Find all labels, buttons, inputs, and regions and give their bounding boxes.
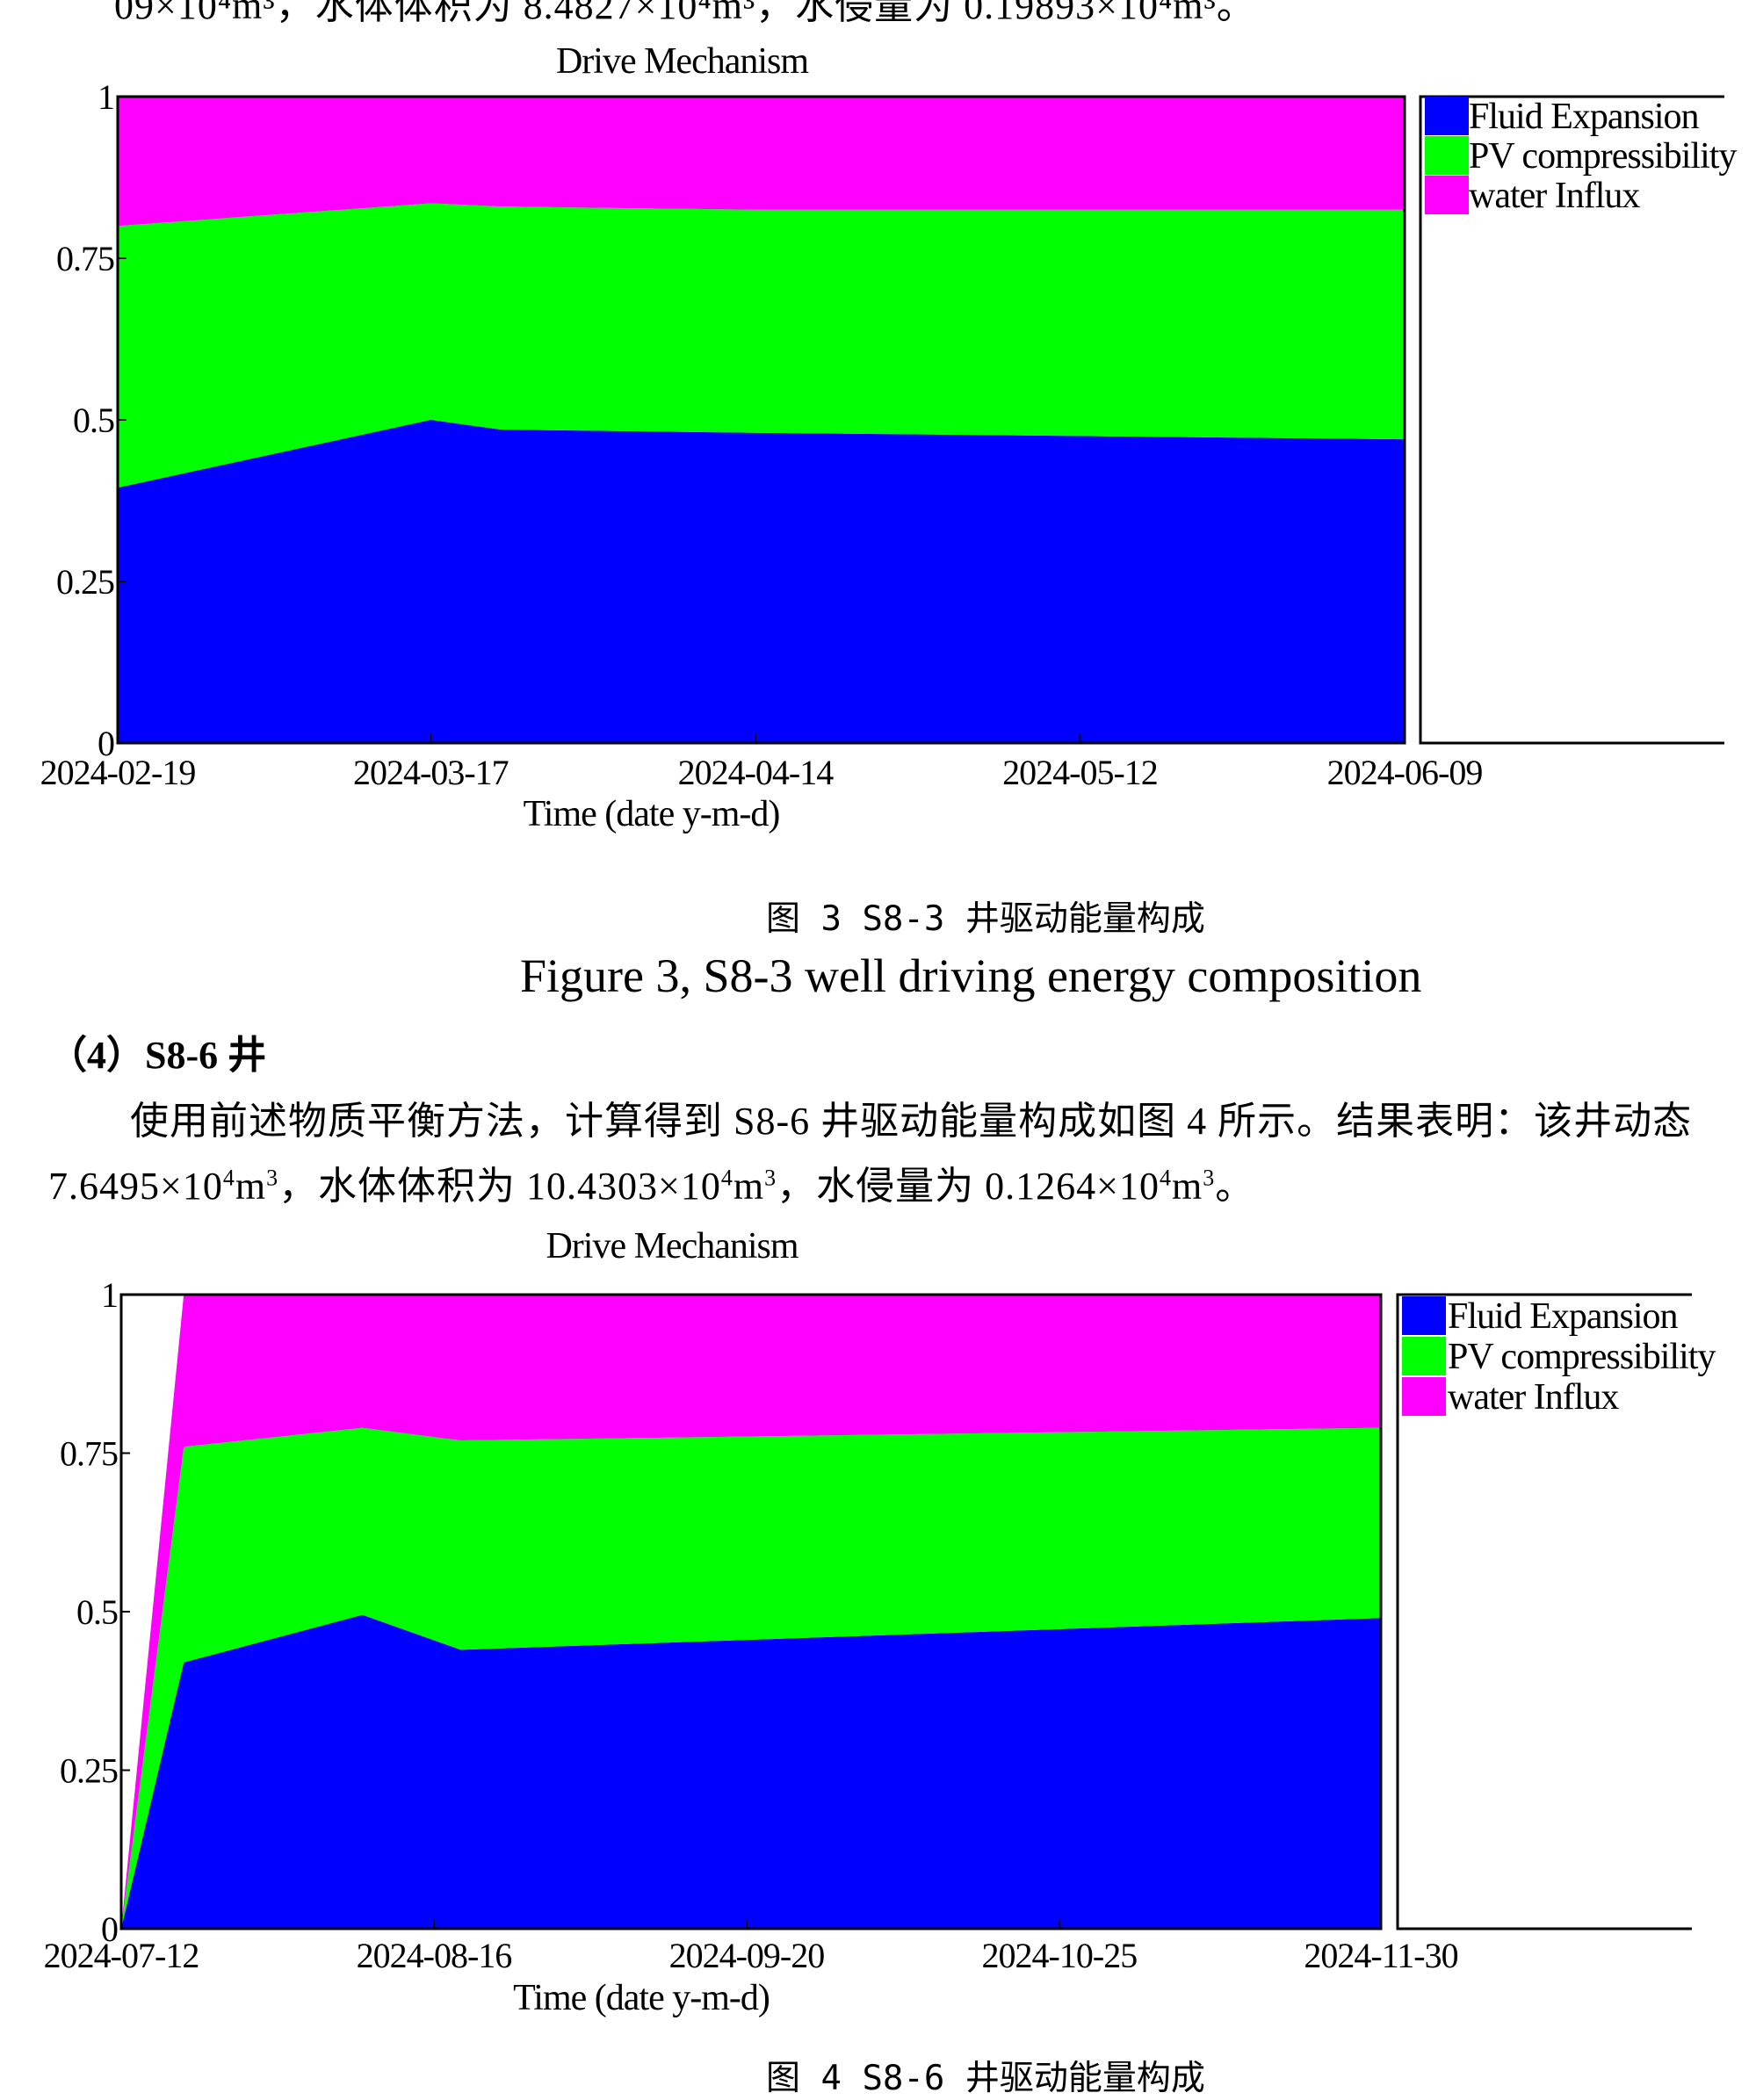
legend-label: Fluid Expansion [1448, 1296, 1679, 1337]
figure-3-caption-cn: 图 3 S8-3 井驱动能量构成 [766, 899, 1205, 939]
y-tick-label: 1 [101, 1275, 118, 1315]
area-series-fluid-expansion [121, 1614, 1381, 1929]
legend-label: Fluid Expansion [1469, 97, 1700, 137]
y-tick-label: 0.5 [76, 1592, 118, 1632]
y-tick-label: 0.25 [60, 1751, 118, 1791]
y-tick-label: 0.25 [56, 562, 114, 602]
top-text-fragment: 09×10⁴m³，水体体积为 8.4827×10⁴m³，水侵量为 0.19893… [114, 0, 1256, 27]
chart-title: Drive Mechanism [546, 1226, 799, 1266]
area-series-pv-compressibility [121, 1427, 1381, 1929]
y-tick-label: 1 [98, 77, 114, 117]
legend-swatch-pv-compressibility [1402, 1337, 1446, 1375]
y-tick-label: 0 [98, 724, 114, 763]
x-tick-label: 2024-08-16 [357, 1936, 512, 1975]
legend-label: PV compressibility [1448, 1337, 1716, 1377]
chart-title: Drive Mechanism [556, 41, 809, 82]
section-heading: （4）S8-6 井 [48, 1034, 267, 1077]
y-tick-label: 0.75 [56, 239, 114, 278]
figure-4-caption-cn: 图 4 S8-6 井驱动能量构成 [766, 2059, 1205, 2098]
legend-label: water Influx [1469, 176, 1640, 216]
area-series-pv-compressibility [118, 203, 1405, 488]
area-series-water-influx [118, 97, 1405, 227]
x-tick-label: 2024-06-09 [1327, 753, 1483, 792]
legend-swatch-pv-compressibility [1425, 136, 1469, 175]
chart-figure-4: Drive Mechanism 0 0.25 0.5 0.75 1 2024-07-12 20… [44, 1226, 1717, 2018]
legend-frame [1419, 95, 1724, 745]
x-tick-label: 2024-10-25 [982, 1936, 1138, 1975]
x-tick-label: 2024-07-12 [44, 1936, 199, 1975]
y-tick-label: 0.75 [60, 1434, 118, 1474]
legend-swatch-fluid-expansion [1402, 1296, 1446, 1335]
legend-swatch-water-influx [1402, 1377, 1446, 1416]
paragraph-line-1: 使用前述物质平衡方法，计算得到 S8-6 井驱动能量构成如图 4 所示。结果表明… [130, 1100, 1693, 1143]
legend-frame [1396, 1293, 1692, 1930]
x-axis-label: Time (date y-m-d) [513, 1978, 770, 2018]
legend-swatch-water-influx [1425, 176, 1469, 214]
legend-swatch-fluid-expansion [1425, 97, 1469, 135]
chart-figure-3: Drive Mechanism 0 0.25 0.5 0.75 1 2024-02-19 20… [40, 41, 1738, 834]
figure-3-caption-en: Figure 3, S8-3 well driving energy compo… [520, 949, 1422, 1002]
legend-label: PV compressibility [1469, 136, 1737, 177]
x-tick-label: 2024-04-14 [678, 753, 835, 792]
legend-label: water Influx [1448, 1377, 1619, 1418]
x-tick-label: 2024-05-12 [1002, 753, 1158, 792]
paragraph-line-2: 7.6495×104m3，水体体积为 10.4303×104m3，水侵量为 0.… [48, 1165, 1255, 1208]
x-tick-label: 2024-09-20 [669, 1936, 825, 1975]
y-tick-label: 0.5 [73, 401, 114, 440]
area-series-water-influx [121, 1295, 1381, 1929]
x-tick-label: 2024-02-19 [40, 753, 196, 792]
area-series-fluid-expansion [118, 420, 1405, 743]
y-tick-label: 0 [101, 1909, 118, 1949]
x-tick-label: 2024-11-30 [1304, 1936, 1457, 1975]
x-axis-label: Time (date y-m-d) [524, 794, 780, 834]
x-tick-label: 2024-03-17 [353, 753, 509, 792]
